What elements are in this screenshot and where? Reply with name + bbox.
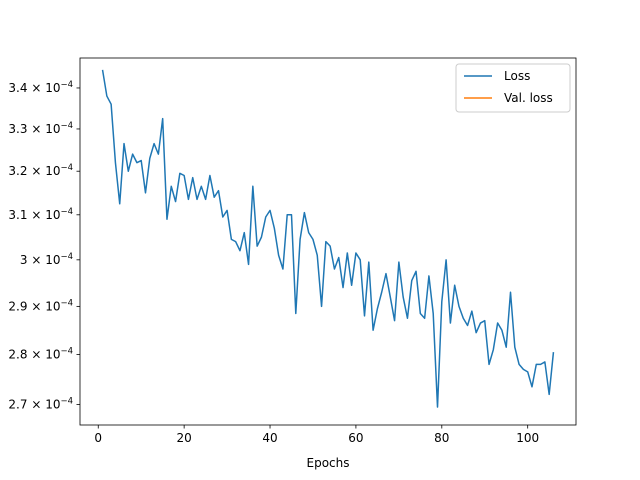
x-tick-label-4: 80: [434, 431, 449, 445]
x-tick-label-1: 20: [176, 431, 191, 445]
y-tick-label-7: 3.4 × 10−4: [8, 80, 73, 95]
legend: Loss Val. loss: [455, 63, 571, 113]
y-tick-label-0: 2.7 × 10−4: [8, 397, 73, 412]
series-line-0: [101, 69, 555, 408]
y-tick-label-5: 3.2 × 10−4: [8, 163, 73, 178]
x-tick-label-5: 100: [516, 431, 539, 445]
y-axis: 2.7 × 10−4 2.8 × 10−4 2.9 × 10−4 3 × 10−4 3.…: [8, 80, 80, 412]
legend-label-loss: Loss: [504, 69, 530, 83]
y-tick-label-4: 3.1 × 10−4: [8, 207, 73, 222]
plot-area: [80, 58, 576, 425]
x-axis: 0 20 40 60 80 100: [94, 425, 539, 445]
y-tick-label-6: 3.3 × 10−4: [8, 121, 73, 136]
y-tick-label-2: 2.9 × 10−4: [8, 298, 73, 313]
x-tick-label-3: 60: [348, 431, 363, 445]
x-tick-label-2: 40: [262, 431, 277, 445]
y-tick-label-1: 2.8 × 10−4: [8, 347, 73, 362]
x-axis-label: Epochs: [307, 456, 350, 470]
plot-frame: [79, 57, 577, 426]
legend-label-val-loss: Val. loss: [504, 91, 553, 105]
y-tick-label-3: 3 × 10−4: [20, 252, 73, 267]
series-layer: [101, 69, 555, 408]
x-tick-label-0: 0: [94, 431, 102, 445]
